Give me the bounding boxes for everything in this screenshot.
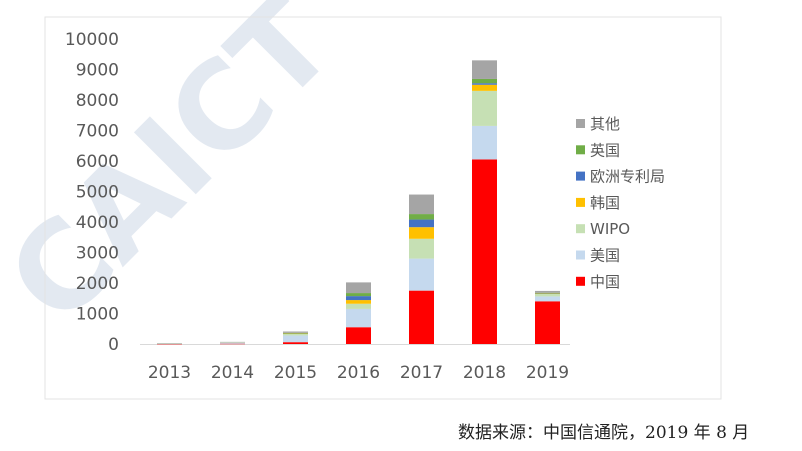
bar-segment [346,327,371,344]
y-tick-label: 4000 [76,213,119,233]
legend-label: 中国 [590,273,620,291]
legend-label: 英国 [590,141,620,159]
bar-segment [409,238,434,259]
bar-segment [472,90,497,126]
bar-stacks [157,60,560,345]
legend-label: 欧洲专利局 [590,168,665,186]
y-tick-label: 2000 [76,274,119,294]
legend-label: 美国 [590,247,620,265]
bar-segment [472,60,497,79]
y-tick-label: 5000 [76,183,119,203]
y-tick-label: 10000 [65,30,119,50]
legend-swatch [576,145,585,155]
x-tick-label: 2018 [463,363,506,383]
bar-segment [472,83,497,85]
bar-segment [409,219,434,228]
legend-swatch [576,171,585,181]
bar-segment [472,159,497,344]
y-tick-label: 9000 [76,61,119,81]
y-tick-label: 8000 [76,91,119,111]
bar-segment [157,343,182,345]
bar-segment [346,308,371,328]
x-tick-label: 2015 [274,363,317,383]
bar-segment [346,293,371,297]
legend-swatch [576,119,585,128]
legend-label: 其他 [590,115,620,133]
bar-segment [409,258,434,291]
bar-segment [283,332,308,334]
bar-segment [346,282,371,294]
x-tick-label: 2019 [526,363,569,383]
legend-label: WIPO [590,220,630,238]
bar-segment [346,303,371,309]
x-tick-label: 2016 [337,363,380,383]
bar-segment [220,341,245,343]
x-tick-label: 2013 [148,363,191,383]
legend-swatch [576,197,585,207]
y-axis-ticks: 0 1000 2000 3000 4000 5000 6000 7000 8000 9000 100… [65,30,119,355]
bar-segment [283,333,308,336]
legend-label: 韩国 [590,194,620,212]
legend-swatch [576,250,585,260]
bar-segment [346,300,371,304]
x-tick-label: 2014 [211,363,254,383]
bar-segment [346,296,371,301]
bar-segment [409,290,434,344]
bar-segment [220,342,245,343]
legend-swatch [576,276,585,286]
bar-segment [535,301,560,344]
bar-segment [535,293,560,294]
source-note: 数据来源：中国信通院，2019 年 8 月 [458,423,750,443]
bar-segment [283,342,308,344]
bar-segment [409,194,434,215]
bar-segment [535,290,560,293]
bar-segment [535,293,560,297]
y-tick-label: 0 [108,335,119,355]
y-tick-label: 7000 [76,122,119,142]
bar-segment [535,293,560,294]
bar-segment [283,335,308,343]
bar-segment [220,343,245,345]
bar-segment [472,84,497,91]
bar-segment [535,296,560,302]
bar-segment [472,78,497,84]
watermark-text: CAICT 中国信通院 [0,0,802,351]
bar-segment [472,125,497,160]
y-tick-label: 3000 [76,244,119,264]
bar-segment [283,331,308,333]
y-tick-label: 6000 [76,152,119,172]
bar-segment [535,292,560,294]
x-tick-label: 2017 [400,363,443,383]
bar-segment [283,333,308,334]
bar-segment [220,342,245,344]
x-axis-ticks: 2013 2014 2015 2016 2017 2018 2019 [148,363,569,383]
plot-area-border [44,16,722,400]
bar-segment [409,214,434,220]
bar-segment [409,227,434,239]
watermark: CAICT 中国信通院 [0,0,802,351]
legend-swatch [576,224,585,234]
y-tick-label: 1000 [76,305,119,325]
bar-segment [157,343,182,344]
